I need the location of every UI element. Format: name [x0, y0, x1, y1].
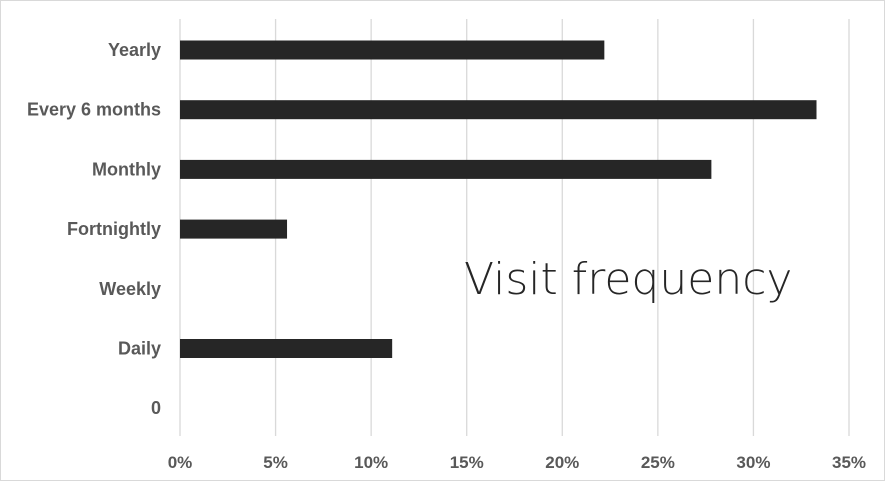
category-label: Monthly	[92, 159, 161, 179]
category-label: Weekly	[99, 279, 161, 299]
x-tick-label: 25%	[641, 453, 675, 472]
category-label: 0	[151, 398, 161, 418]
bar	[180, 339, 393, 358]
bar	[180, 219, 288, 239]
x-tick-label: 10%	[354, 453, 388, 472]
category-label: Every 6 months	[27, 100, 161, 120]
x-tick-label: 5%	[263, 453, 288, 472]
category-label: Daily	[118, 339, 161, 359]
x-tick-label: 30%	[736, 453, 770, 472]
bar	[180, 159, 712, 179]
bars	[180, 40, 817, 358]
x-tick-label: 0%	[168, 453, 193, 472]
x-tick-label: 15%	[450, 453, 484, 472]
category-labels: Yearly Every 6 months Monthly Fortnightly We…	[27, 40, 161, 418]
x-tick-labels: 0% 5% 10% 15% 20% 25% 30% 35%	[168, 453, 866, 472]
chart-title: Visit frequency	[464, 254, 792, 305]
x-tick-label: 20%	[545, 453, 579, 472]
category-label: Fortnightly	[67, 219, 161, 239]
category-label: Yearly	[108, 40, 161, 60]
bar	[180, 40, 605, 60]
bar	[180, 100, 817, 120]
x-tick-label: 35%	[832, 453, 866, 472]
gridlines	[179, 19, 850, 436]
